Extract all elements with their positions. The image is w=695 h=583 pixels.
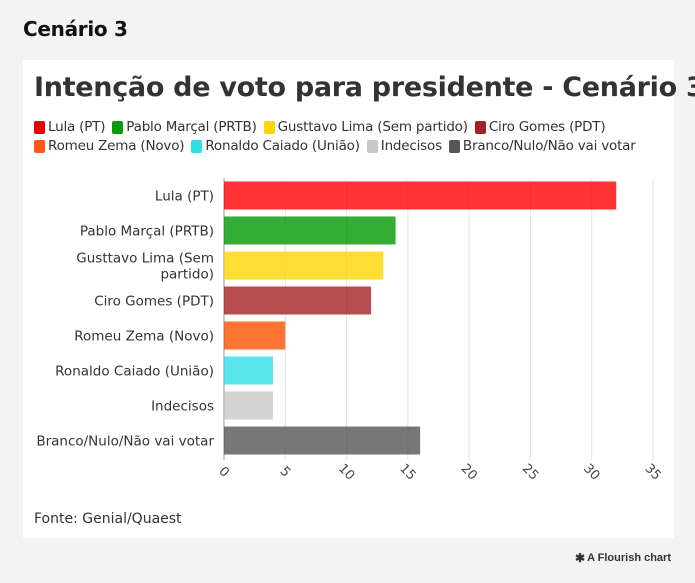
bar[interactable]: [224, 216, 396, 245]
y-category-label: Romeu Zema (Novo): [74, 329, 214, 345]
legend-item[interactable]: Romeu Zema (Novo): [34, 138, 185, 154]
y-category-line: partido): [160, 267, 214, 283]
legend-label: Ciro Gomes (PDT): [488, 119, 606, 135]
legend-item[interactable]: Pablo Marçal (PRTB): [112, 119, 257, 135]
bar[interactable]: [224, 251, 384, 280]
bar-chart: 0 5 10 15 20 25 30 35 Lula (PT) Pablo Marçal (PRT…: [36, 178, 664, 484]
legend-label: Gusttavo Lima (Sem partido): [277, 119, 468, 135]
x-tick-label: 20: [458, 461, 480, 483]
legend-label: Branco/Nulo/Não vai votar: [462, 138, 636, 154]
legend-label: Ronaldo Caiado (União): [205, 138, 360, 154]
y-category-line: Ronaldo Caiado (União): [55, 364, 214, 380]
legend-swatch: [366, 139, 378, 153]
legend-swatch: [263, 120, 275, 134]
legend-item[interactable]: Gusttavo Lima (Sem partido): [263, 119, 468, 135]
y-category-label: Ciro Gomes (PDT): [94, 294, 214, 310]
chart-card: Intenção de voto para presidente - Cenár…: [23, 60, 695, 538]
bar[interactable]: [224, 391, 274, 420]
legend-swatch: [112, 120, 124, 134]
bar[interactable]: [224, 321, 286, 350]
legend-swatch: [34, 120, 45, 134]
legend-swatch: [474, 120, 486, 134]
legend-label: Indecisos: [380, 138, 442, 154]
y-category-line: Gusttavo Lima (Sem: [76, 251, 214, 267]
chart-legend: Lula (PT) Pablo Marçal (PRTB) Gusttavo Lim…: [34, 119, 666, 154]
y-category-line: Lula (PT): [155, 189, 214, 205]
y-category-line: Romeu Zema (Novo): [74, 329, 214, 345]
y-category-line: Indecisos: [151, 399, 214, 415]
legend-swatch: [448, 139, 460, 153]
y-category-line: Pablo Marçal (PRTB): [80, 224, 214, 240]
legend-swatch: [191, 139, 203, 153]
y-category-label: Pablo Marçal (PRTB): [80, 224, 214, 240]
legend-label: Romeu Zema (Novo): [48, 138, 185, 154]
bar[interactable]: [224, 286, 372, 315]
y-category-label: Gusttavo Lima (Sem partido): [76, 251, 214, 283]
bar[interactable]: [224, 356, 274, 385]
bar[interactable]: [224, 181, 617, 210]
bar[interactable]: [224, 426, 421, 455]
y-category-label: Indecisos: [151, 399, 214, 415]
x-tick-label: 25: [519, 461, 541, 483]
x-tick-label: 15: [396, 461, 418, 483]
y-category-line: Branco/Nulo/Não vai votar: [36, 434, 214, 450]
x-tick-label: 0: [215, 464, 231, 480]
source-note: Fonte: Genial/Quaest: [34, 511, 182, 527]
chart-title: Intenção de voto para presidente - Cenár…: [34, 72, 695, 103]
flourish-credit[interactable]: ✱ A Flourish chart: [575, 551, 671, 565]
legend-item[interactable]: Indecisos: [366, 138, 442, 154]
y-category-label: Ronaldo Caiado (União): [55, 364, 214, 380]
legend-item[interactable]: Ronaldo Caiado (União): [191, 138, 360, 154]
legend-item[interactable]: Ciro Gomes (PDT): [474, 119, 606, 135]
legend-swatch: [34, 139, 45, 153]
legend-label: Pablo Marçal (PRTB): [126, 119, 257, 135]
x-tick-label: 10: [335, 461, 357, 483]
legend-label: Lula (PT): [48, 119, 106, 135]
x-tick-label: 5: [277, 464, 293, 480]
y-category-label: Lula (PT): [155, 189, 214, 205]
flourish-credit-label: A Flourish chart: [587, 552, 671, 564]
section-title: Cenário 3: [23, 17, 128, 41]
legend-item[interactable]: Lula (PT): [34, 119, 105, 135]
flourish-logo-icon: ✱: [575, 551, 586, 565]
y-category-label: Branco/Nulo/Não vai votar: [36, 434, 214, 450]
y-category-line: Ciro Gomes (PDT): [94, 294, 214, 310]
x-tick-label: 35: [641, 461, 663, 483]
legend-item[interactable]: Branco/Nulo/Não vai votar: [448, 138, 636, 154]
x-tick-label: 30: [580, 461, 602, 483]
